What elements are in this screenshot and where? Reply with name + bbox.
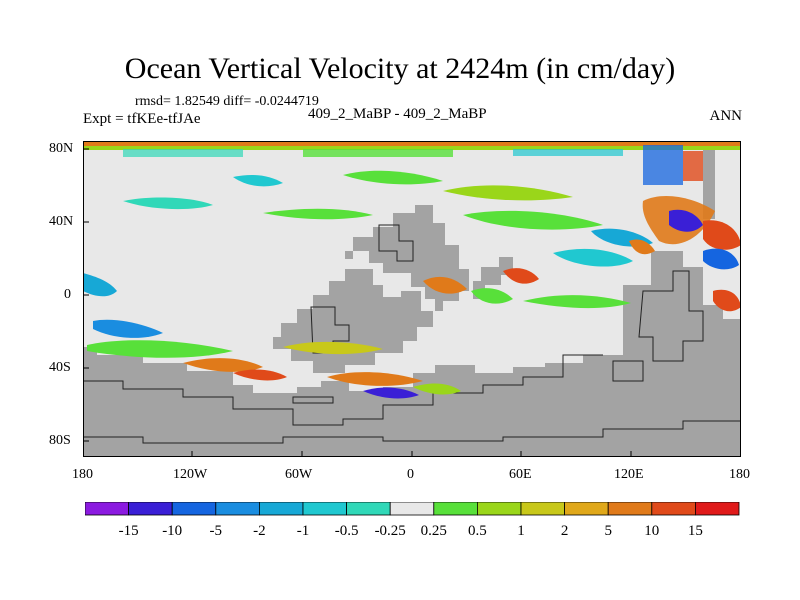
x-tick-label: 120W xyxy=(173,467,208,482)
colorbar-label: 15 xyxy=(688,523,703,539)
colorbar-swatch xyxy=(476,502,522,516)
map-plot xyxy=(83,141,741,457)
colorbar-label: -15 xyxy=(119,523,139,539)
colorbar-swatch xyxy=(433,502,478,516)
y-tick-label: 40S xyxy=(49,360,71,375)
colorbar-label: -10 xyxy=(162,523,182,539)
colorbar-label: 2 xyxy=(561,523,569,539)
x-tick-label: 120E xyxy=(614,467,644,482)
x-tick-label: 180 xyxy=(72,467,93,482)
colorbar-label: 0.5 xyxy=(468,523,487,539)
page-title: Ocean Vertical Velocity at 2424m (in cm/… xyxy=(124,52,676,85)
colorbar-swatch xyxy=(564,502,609,516)
case-label: 409_2_MaBP - 409_2_MaBP xyxy=(308,106,487,122)
colorbar-swatch xyxy=(171,502,217,516)
colorbar-label: 10 xyxy=(644,523,659,539)
colorbar-swatch xyxy=(651,502,696,516)
tick-marks xyxy=(83,148,632,457)
y-tick-label: 0 xyxy=(64,287,71,302)
colorbar-label: -5 xyxy=(210,523,223,539)
colorbar-label: 1 xyxy=(517,523,525,539)
colorbar-swatch xyxy=(258,502,304,516)
colorbar-label: -2 xyxy=(253,523,266,539)
colorbar-swatch xyxy=(695,502,740,516)
y-tick-label: 80N xyxy=(49,141,74,156)
colorbar-label: 0.25 xyxy=(421,523,447,539)
experiment-label: Expt = tfKEe-tfJAe xyxy=(83,111,201,127)
y-tick-label: 80S xyxy=(49,433,71,448)
colorbar-swatch xyxy=(128,502,173,516)
colorbar-label: -0.25 xyxy=(375,523,406,539)
colorbar-swatch xyxy=(346,502,391,516)
colorbar-swatch xyxy=(85,502,129,516)
stats-text: rmsd= 1.82549 diff= -0.0244719 xyxy=(135,94,319,109)
colorbar-label: 5 xyxy=(604,523,612,539)
colorbar-swatches xyxy=(85,502,740,516)
colorbar-swatch xyxy=(607,502,653,516)
colorbar-swatch xyxy=(215,502,260,516)
season-label: ANN xyxy=(709,108,743,124)
colorbar-label: -1 xyxy=(297,523,310,539)
x-tick-label: 60E xyxy=(509,467,532,482)
x-tick-label: 60W xyxy=(285,467,313,482)
colorbar-swatch xyxy=(389,502,435,516)
y-tick-label: 40N xyxy=(49,214,74,229)
colorbar-label: -0.5 xyxy=(335,523,359,539)
x-tick-label: 180 xyxy=(729,467,750,482)
colorbar-labels: -15 -10 -5 -2 -1 -0.5 -0.25 0.25 0.5 1 2 5 10 15 xyxy=(119,523,703,539)
colorbar-swatch xyxy=(520,502,565,516)
colorbar-swatch xyxy=(302,502,347,516)
velocity-field xyxy=(83,141,741,399)
x-tick-label: 0 xyxy=(407,467,414,482)
colorbar: -15 -10 -5 -2 -1 -0.5 -0.25 0.25 0.5 1 2 5 10 15 xyxy=(85,502,740,539)
